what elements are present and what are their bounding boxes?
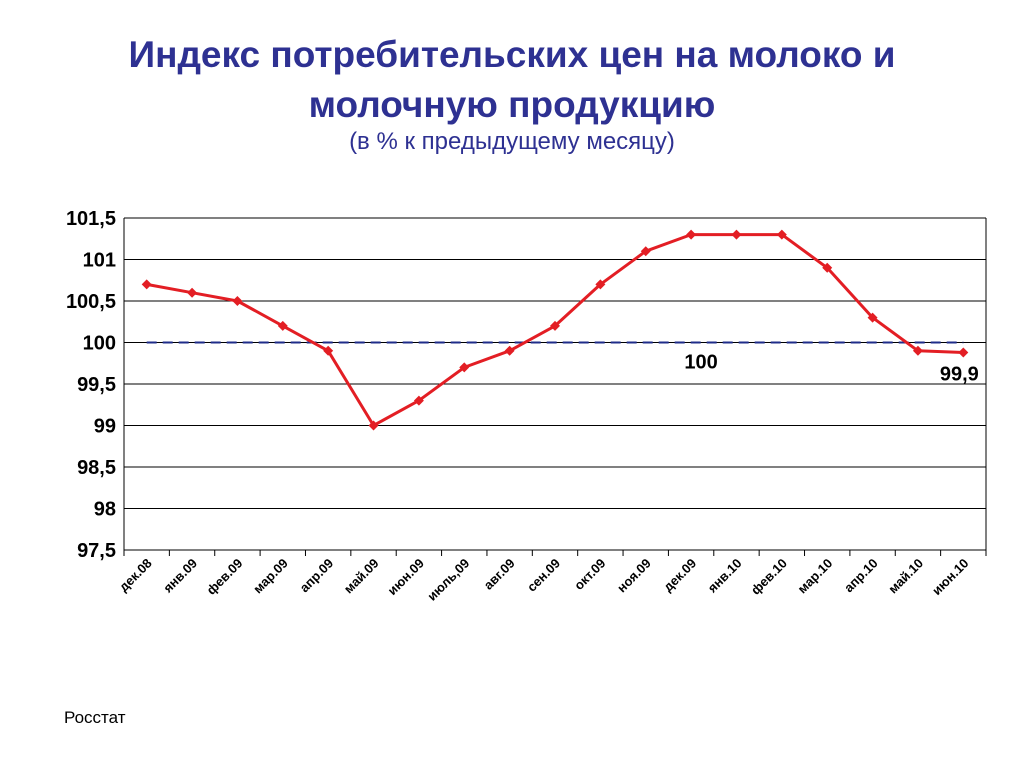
data-point xyxy=(504,345,515,356)
data-point xyxy=(731,229,742,240)
data-point xyxy=(595,279,606,290)
x-tick-label: дек.09 xyxy=(660,556,699,595)
y-tick-label: 101,5 xyxy=(66,208,116,230)
x-tick-label: мар.09 xyxy=(250,556,291,597)
data-point xyxy=(323,345,334,356)
x-tick-label: янв.10 xyxy=(705,556,745,596)
x-tick-label: май.10 xyxy=(885,556,926,597)
x-tick-label: апр.10 xyxy=(841,556,881,596)
data-point xyxy=(368,420,379,431)
chart-title: Индекс потребительских цен на молоко и м… xyxy=(0,30,1024,130)
y-tick-label: 99 xyxy=(94,416,116,438)
data-point xyxy=(776,229,787,240)
data-point xyxy=(459,362,470,373)
data-point xyxy=(867,312,878,323)
data-point xyxy=(277,320,288,331)
data-label: 99,9 xyxy=(940,363,979,385)
chart-title-line1: Индекс потребительских цен на молоко и xyxy=(128,34,896,75)
x-tick-label: фев.10 xyxy=(748,556,790,598)
x-tick-label: ноя.09 xyxy=(614,556,654,596)
reference-line-label: 100 xyxy=(684,352,717,374)
y-tick-label: 98 xyxy=(94,499,116,521)
x-tick-label: май.09 xyxy=(341,556,382,597)
y-tick-label: 100,5 xyxy=(66,291,116,313)
y-tick-label: 100 xyxy=(83,333,116,355)
data-point xyxy=(187,287,198,298)
chart-subtitle: (в % к предыдущему месяцу) xyxy=(349,128,675,155)
x-tick-label: авг.09 xyxy=(481,556,518,593)
x-tick-label: мар.10 xyxy=(795,556,836,597)
x-tick-label: сен.09 xyxy=(524,556,563,595)
y-tick-label: 101 xyxy=(83,250,116,272)
x-tick-label: апр.09 xyxy=(297,556,337,596)
x-tick-label: янв.09 xyxy=(160,556,200,596)
x-tick-label: окт.09 xyxy=(571,556,608,593)
y-tick-label: 98,5 xyxy=(77,457,116,479)
data-point xyxy=(413,395,424,406)
data-point xyxy=(912,345,923,356)
y-tick-label: 99,5 xyxy=(77,374,116,396)
y-tick-label: 97,5 xyxy=(77,540,116,562)
data-point xyxy=(640,246,651,257)
data-point xyxy=(686,229,697,240)
x-tick-label: фев.09 xyxy=(203,556,245,598)
data-point xyxy=(958,347,969,358)
source-label: Росстат xyxy=(64,708,126,727)
x-tick-label: июль,09 xyxy=(424,556,472,604)
chart-title-line2: молочную продукцию xyxy=(308,84,716,125)
data-point xyxy=(232,296,243,306)
data-point xyxy=(550,320,560,331)
x-tick-label: июн.09 xyxy=(385,556,427,598)
data-point xyxy=(141,279,152,290)
x-tick-label: июн.10 xyxy=(929,556,971,598)
x-tick-label: дек.08 xyxy=(116,556,155,595)
data-point xyxy=(822,262,833,273)
